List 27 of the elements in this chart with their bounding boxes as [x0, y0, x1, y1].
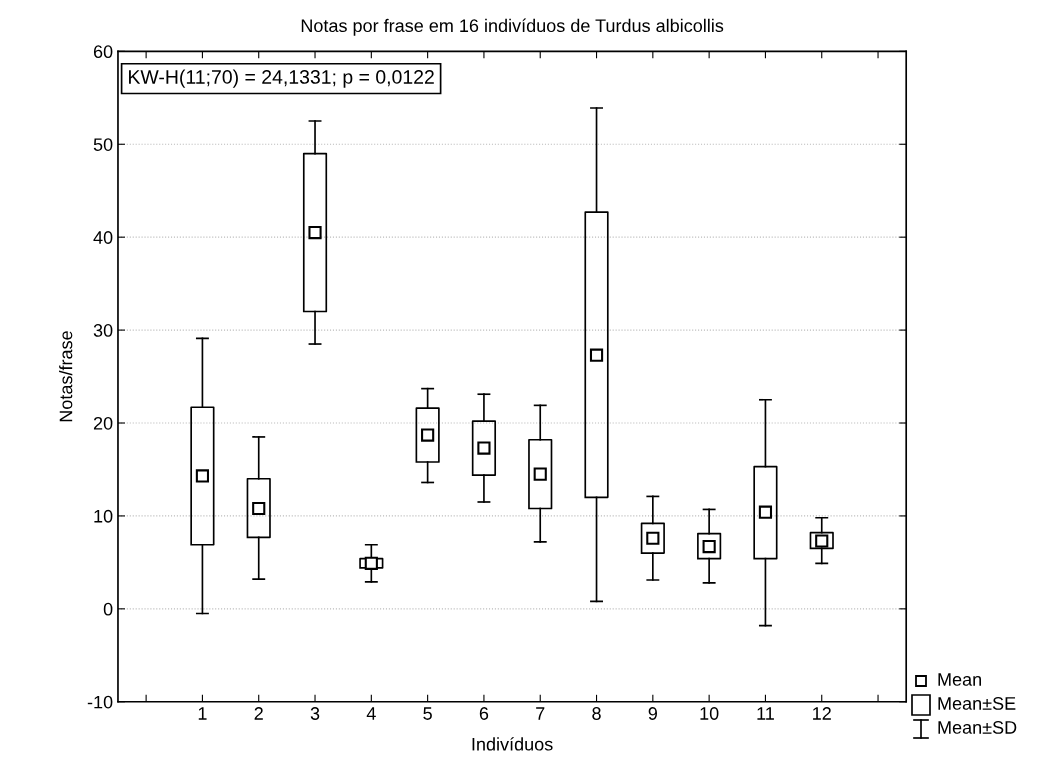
text: Mean±SD [938, 721, 1017, 734]
y-tick-label: 20 [93, 416, 113, 430]
x-tick-label: 6 [479, 707, 489, 720]
annotation: KW-H(11;70) = 24,1331; p = 0,0122 [129, 69, 434, 88]
x-tick-label: 5 [423, 707, 432, 720]
y-tick-label: 0 [103, 602, 113, 616]
x-axis-title: Indivíduos [472, 737, 553, 751]
x-tick-label: 8 [592, 707, 601, 720]
x-tick-label: 1 [198, 707, 207, 720]
y-tick-label: -10 [87, 695, 113, 709]
x-tick-label: 7 [536, 707, 545, 720]
text: Mean±SE [938, 697, 1016, 710]
x-tick-label: 11 [757, 707, 774, 720]
y-tick-label: 10 [94, 509, 113, 523]
x-tick-label: 10 [700, 707, 719, 720]
text: Mean [938, 673, 981, 686]
y-axis-title: Notas/frase [59, 331, 73, 422]
x-tick-label: 4 [366, 707, 376, 720]
y-tick-label: 60 [93, 45, 113, 59]
x-tick-label: 2 [254, 707, 263, 720]
chart-title: Notas por frase em 16 indivíduos de Turdus albicollis [301, 18, 724, 36]
y-tick-label: 30 [93, 324, 113, 337]
x-tick-label: 12 [813, 707, 831, 720]
y-tick-label: 50 [93, 138, 113, 151]
x-tick-label: 3 [310, 707, 320, 720]
x-tick-label: 9 [648, 707, 657, 720]
y-tick-label: 40 [93, 231, 113, 244]
